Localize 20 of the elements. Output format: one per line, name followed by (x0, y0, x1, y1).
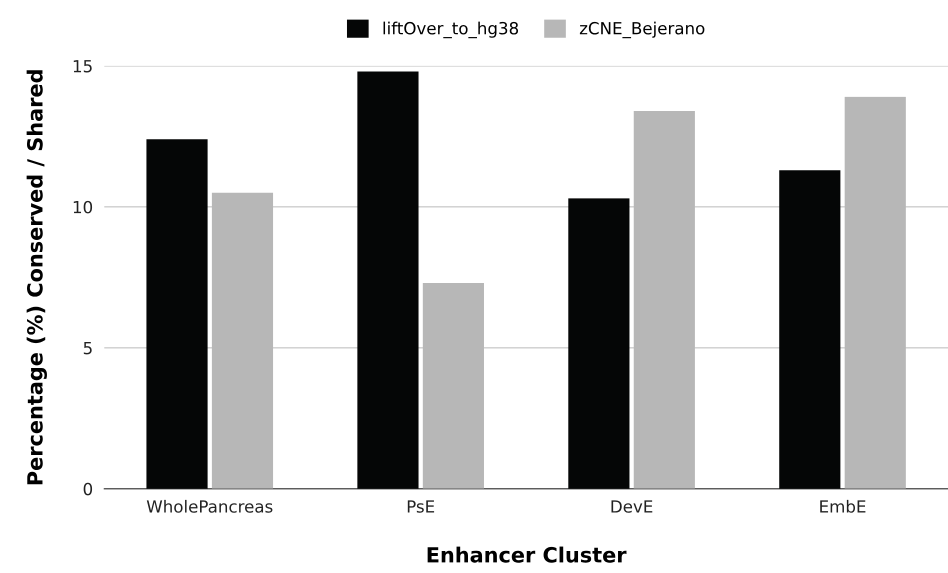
y-tick-label: 15 (74, 60, 92, 72)
legend-label: liftOver_to_hg38 (384, 22, 518, 38)
x-tick-label: WholePancreas (146, 500, 272, 513)
y-tick-label: 10 (74, 200, 92, 214)
bar (146, 139, 208, 489)
x-tick-label: EmbE (820, 500, 866, 513)
y-tick-label: 0 (84, 482, 92, 496)
legend-label: zCNE_Bejerano (580, 22, 704, 38)
bar (422, 282, 484, 489)
y-axis-title: Percentage (%) Conserved / Shared (26, 70, 47, 484)
bar (779, 170, 840, 489)
bar (568, 198, 630, 489)
x-tick-label: DevE (612, 500, 652, 513)
bar (212, 192, 274, 489)
bar (634, 111, 695, 489)
x-axis-title: Enhancer Cluster (428, 546, 626, 563)
y-tick-label: 5 (84, 342, 92, 354)
bar (844, 96, 906, 489)
x-tick-label: PsE (408, 500, 434, 513)
bar (357, 72, 419, 489)
